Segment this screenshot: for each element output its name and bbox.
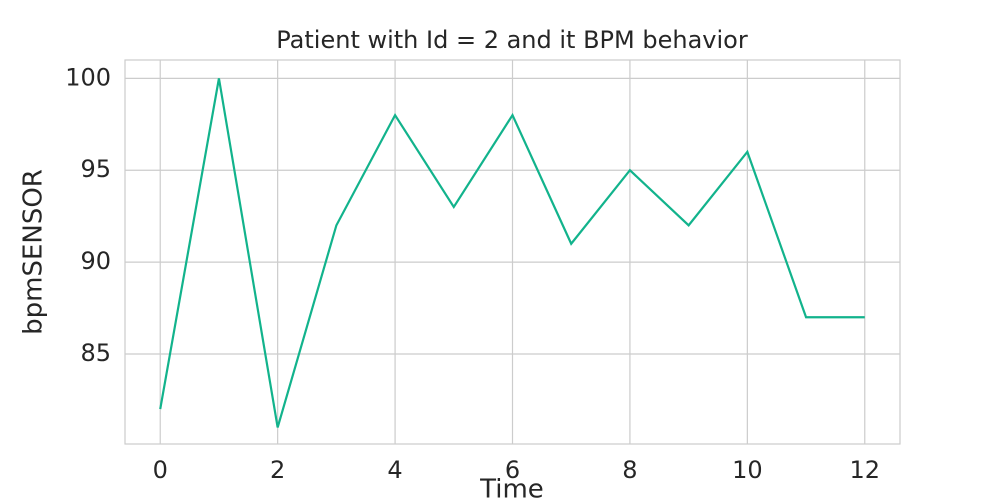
- y-tick-label: 100: [65, 63, 111, 91]
- data-line: [159, 78, 865, 428]
- x-tick-label: 2: [270, 456, 285, 484]
- x-tick-label: 10: [732, 456, 763, 484]
- y-axis-label: bpmSENSOR: [19, 169, 49, 335]
- chart-title: Patient with Id = 2 and it BPM behavior: [276, 26, 748, 54]
- x-tick-label: 0: [153, 456, 168, 484]
- x-axis-label: Time: [479, 475, 544, 501]
- x-tick-label: 6: [505, 456, 520, 484]
- y-tick-label: 85: [80, 339, 111, 367]
- x-tick-label: 4: [387, 456, 402, 484]
- x-tick-label: 8: [622, 456, 637, 484]
- y-tick-label: 95: [80, 155, 111, 183]
- y-tick-label: 90: [80, 247, 111, 275]
- x-tick-label: 12: [849, 456, 880, 484]
